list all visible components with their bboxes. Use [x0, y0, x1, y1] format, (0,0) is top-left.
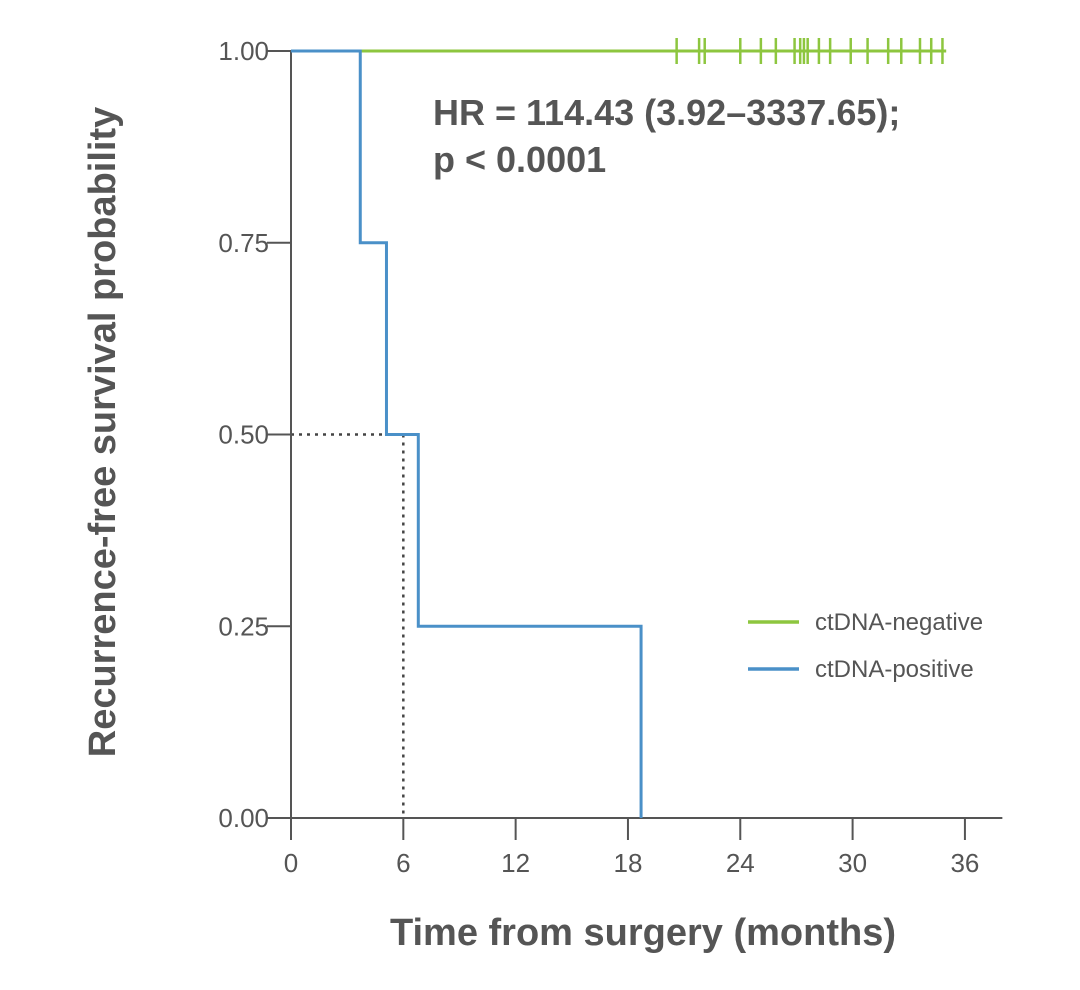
hazard-ratio-annotation: HR = 114.43 (3.92–3337.65);	[433, 92, 900, 133]
y-tick-label: 0.50	[218, 420, 269, 450]
y-tick-label: 0.25	[218, 611, 269, 641]
x-tick-label: 36	[950, 848, 979, 878]
y-axis-title: Recurrence-free survival probability	[82, 107, 124, 757]
x-tick-label: 18	[613, 848, 642, 878]
x-tick-label: 6	[396, 848, 410, 878]
y-tick-label: 1.00	[218, 36, 269, 66]
censor-marks	[675, 38, 944, 64]
x-tick-label: 30	[838, 848, 867, 878]
x-tick-label: 24	[726, 848, 755, 878]
x-tick-label: 0	[284, 848, 298, 878]
series-line-ctDNA-positive	[291, 49, 643, 818]
legend-label: ctDNA-positive	[815, 656, 974, 683]
series-layer	[291, 49, 947, 818]
p-value-annotation: p < 0.0001	[433, 139, 606, 180]
legend-label: ctDNA-negative	[815, 609, 983, 636]
y-tick-label: 0.00	[218, 803, 269, 833]
x-axis-title: Time from surgery (months)	[390, 912, 896, 954]
y-tick-label: 0.75	[218, 228, 269, 258]
x-tick-label: 12	[501, 848, 530, 878]
legend: ctDNA-negative ctDNA-positive	[748, 609, 983, 683]
axes: 0.00 0.25 0.50 0.75 1.00 0 6 12 18 24 30 36	[218, 36, 1003, 878]
median-reference-lines	[291, 433, 405, 818]
